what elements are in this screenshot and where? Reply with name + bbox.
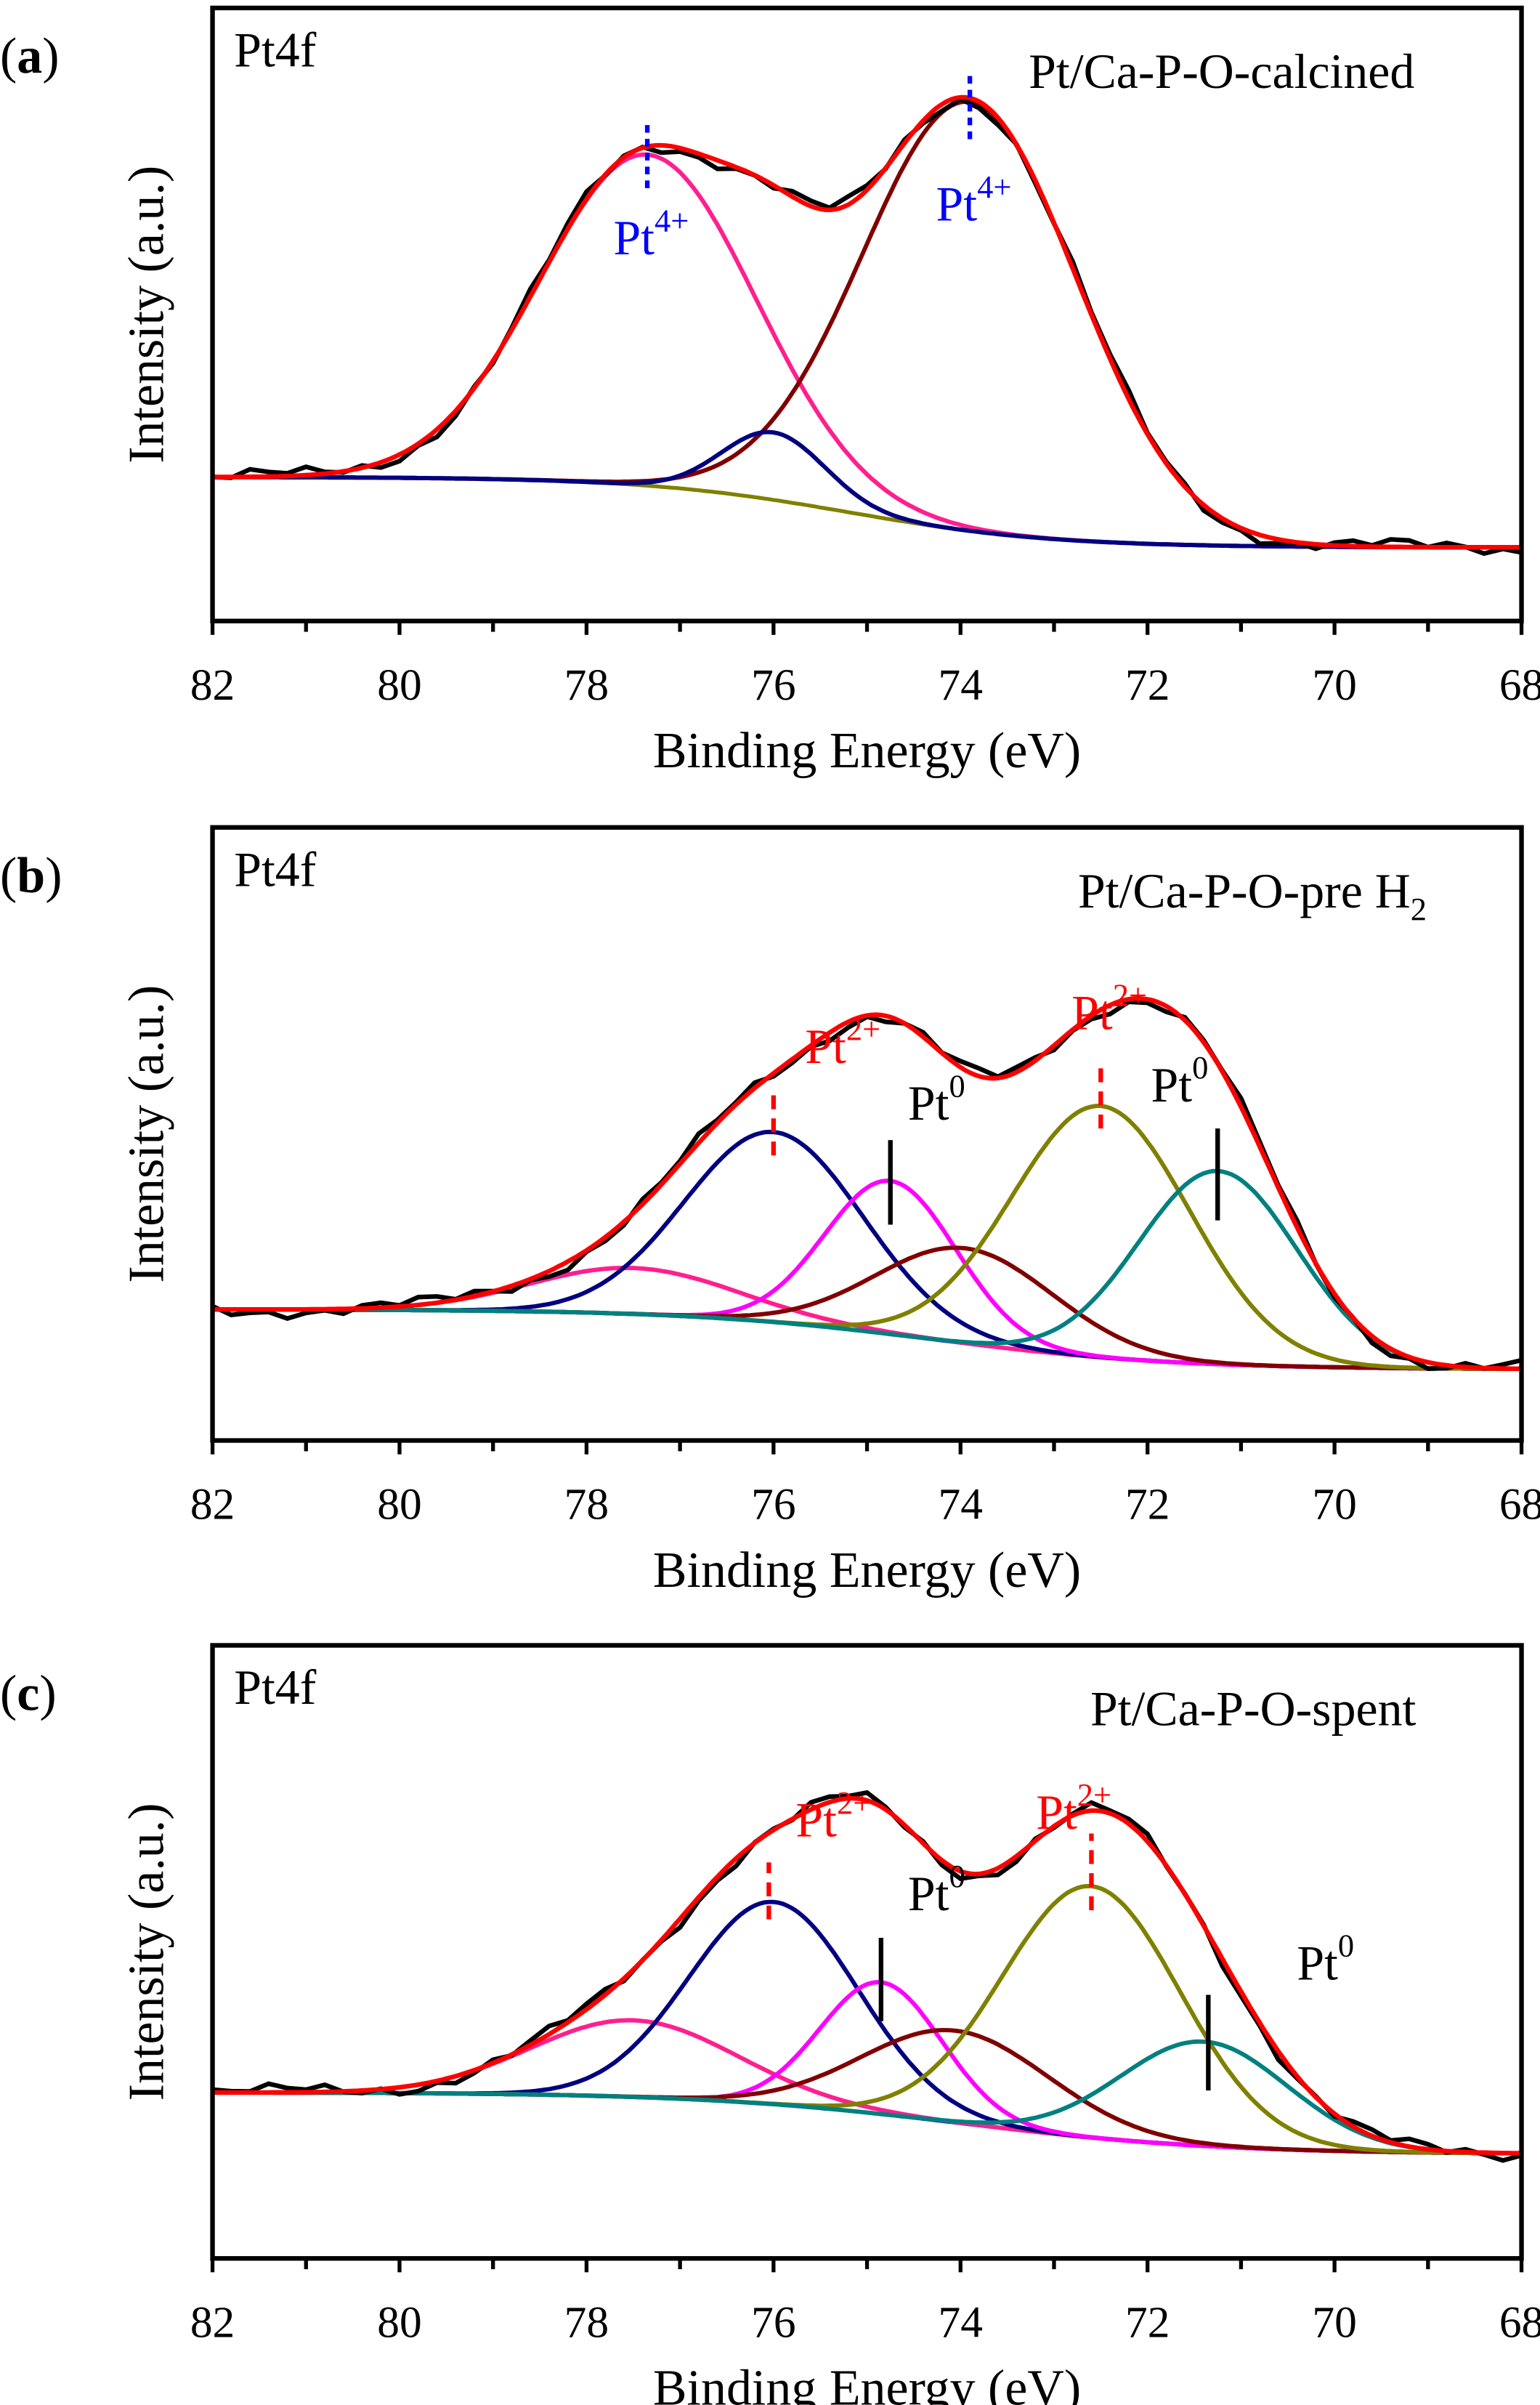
x-tick-label: 68 <box>1499 2297 1540 2347</box>
panel-label: (c) <box>0 1666 57 1722</box>
x-tick-label: 76 <box>751 2297 795 2347</box>
background-line <box>212 475 1522 550</box>
x-tick-label: 82 <box>190 1480 235 1529</box>
panel-label: (b) <box>0 848 62 904</box>
component-peak-2 <box>212 1980 1522 2156</box>
y-axis-label: Intensity (a.u.) <box>119 166 175 464</box>
x-tick-label: 78 <box>564 660 609 710</box>
x-tick-label: 68 <box>1499 660 1540 710</box>
x-tick-label: 70 <box>1312 1480 1356 1529</box>
sample-name: Pt/Ca-P-O-calcined <box>1029 44 1414 99</box>
panel-letter: b <box>17 848 45 904</box>
core-level-label: Pt4f <box>234 842 316 897</box>
sample-name: Pt/Ca-P-O-spent <box>1090 1682 1417 1737</box>
peak-label-base: Pt <box>613 211 654 265</box>
panel-letter: c <box>17 1666 39 1722</box>
peak-label-1: Pt0 <box>908 1858 965 1921</box>
peak-label-3: Pt0 <box>1297 1928 1354 1991</box>
core-level-label: Pt4f <box>234 1660 316 1715</box>
peak-label-1: Pt0 <box>908 1067 965 1131</box>
sample-label: Pt/Ca-P-O-pre H2 <box>1078 864 1427 927</box>
x-axis-label: Binding Energy (eV) <box>653 2361 1081 2405</box>
core-level-label: Pt4f <box>234 23 316 77</box>
peak-label-2: Pt2+ <box>1036 1777 1111 1840</box>
x-tick-label: 82 <box>190 660 235 710</box>
peak-label-0: Pt2+ <box>795 1784 871 1848</box>
y-axis-label: Intensity (a.u.) <box>119 1803 175 2101</box>
component-peak-0 <box>212 152 1522 550</box>
x-tick-label: 80 <box>377 1480 421 1529</box>
sample-label: Pt/Ca-P-O-calcined <box>1029 44 1414 99</box>
peak-label-0: Pt2+ <box>805 1011 880 1074</box>
panel-label: (a) <box>0 28 60 84</box>
peak-label-superscript: 0 <box>1192 1049 1208 1086</box>
sample-subscript: 2 <box>1411 891 1427 927</box>
peak-label-base: Pt <box>908 1867 949 1921</box>
x-tick-label: 76 <box>751 660 795 710</box>
peak-label-superscript: 2+ <box>846 1011 880 1047</box>
peak-label-base: Pt <box>1297 1936 1338 1990</box>
peak-label-0: Pt4+ <box>613 202 689 265</box>
x-tick-label: 70 <box>1312 660 1356 710</box>
peak-label-superscript: 4+ <box>977 169 1011 205</box>
component-peak-1 <box>212 99 1522 550</box>
peak-label-superscript: 4+ <box>654 202 689 238</box>
sample-label: Pt/Ca-P-O-spent <box>1090 1682 1417 1737</box>
peak-label-base: Pt <box>805 1019 846 1074</box>
peak-label-superscript: 2+ <box>1113 977 1147 1014</box>
x-tick-label: 72 <box>1125 1480 1170 1529</box>
component-peak-5 <box>212 1168 1522 1371</box>
peak-label-base: Pt <box>936 177 978 232</box>
panel-letter: a <box>17 28 42 84</box>
peak-label-3: Pt0 <box>1151 1049 1209 1112</box>
peak-label-superscript: 2+ <box>837 1784 871 1821</box>
x-tick-label: 68 <box>1499 1480 1540 1529</box>
x-tick-label: 72 <box>1125 2297 1170 2347</box>
peak-label-superscript: 0 <box>949 1067 965 1104</box>
peak-label-superscript: 0 <box>1338 1928 1354 1964</box>
component-peak-5 <box>212 2039 1522 2156</box>
peak-label-base: Pt <box>908 1076 949 1131</box>
background-line <box>212 1307 1522 1371</box>
x-tick-label: 76 <box>751 1480 795 1529</box>
x-tick-label: 78 <box>564 1480 609 1529</box>
x-tick-label: 70 <box>1312 2297 1356 2347</box>
peak-label-superscript: 0 <box>949 1858 965 1894</box>
peak-label-base: Pt <box>1036 1785 1077 1840</box>
plot-frame <box>210 825 1524 1443</box>
x-axis-label: Binding Energy (eV) <box>653 723 1081 779</box>
sample-name: Pt/Ca-P-O-pre H <box>1078 864 1411 918</box>
raw-spectrum <box>212 96 1523 557</box>
component-peak-2 <box>212 1179 1522 1371</box>
x-tick-label: 72 <box>1125 660 1170 710</box>
peak-label-superscript: 2+ <box>1077 1777 1111 1813</box>
x-tick-label: 74 <box>939 2297 983 2347</box>
peak-label-1: Pt4+ <box>936 169 1012 232</box>
fitted-envelope <box>212 94 1522 550</box>
peak-label-2: Pt2+ <box>1071 977 1147 1040</box>
x-tick-label: 82 <box>190 2297 235 2347</box>
x-axis-label: Binding Energy (eV) <box>653 1543 1081 1598</box>
x-tick-label: 80 <box>377 2297 421 2347</box>
y-axis-label: Intensity (a.u.) <box>119 985 175 1283</box>
x-tick-label: 74 <box>939 660 983 710</box>
peak-label-base: Pt <box>1151 1058 1193 1112</box>
peak-label-base: Pt <box>1071 985 1113 1040</box>
peak-label-base: Pt <box>795 1793 837 1848</box>
x-tick-label: 74 <box>939 1480 983 1529</box>
x-tick-label: 80 <box>377 660 421 710</box>
x-tick-label: 78 <box>564 2297 609 2347</box>
fitted-envelope <box>212 1795 1522 2156</box>
plot-frame <box>210 5 1524 623</box>
fitted-envelope <box>212 995 1522 1371</box>
